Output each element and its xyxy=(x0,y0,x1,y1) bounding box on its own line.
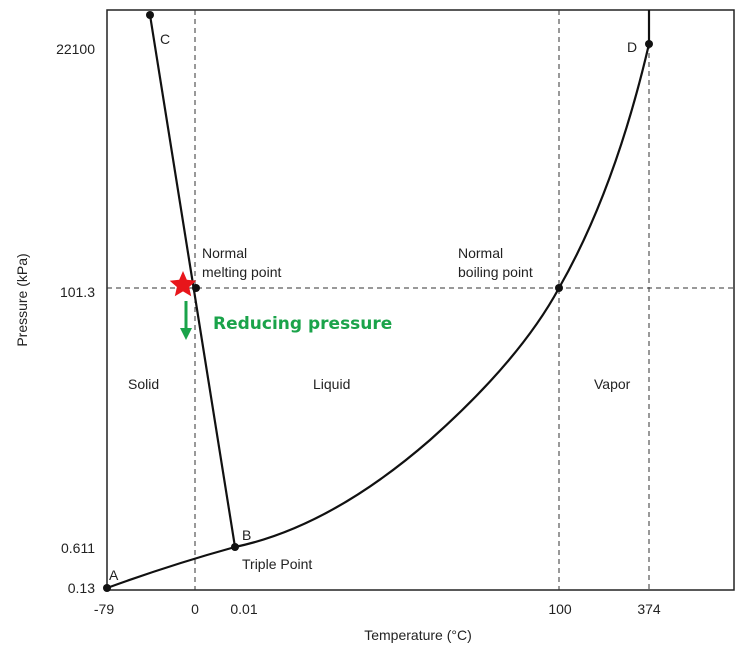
normal-boiling-label-2: boiling point xyxy=(458,264,533,280)
region-liquid-label: Liquid xyxy=(313,376,350,392)
reducing-pressure-callout: Reducing pressure xyxy=(213,314,392,334)
normal-melting-label-2: melting point xyxy=(202,264,281,280)
down-arrow-head-icon xyxy=(180,328,192,340)
y-axis-title: Pressure (kPa) xyxy=(14,253,30,346)
point-d xyxy=(645,40,653,48)
y-tick-label: 0.611 xyxy=(61,540,95,556)
x-tick-label: 100 xyxy=(548,601,572,617)
x-axis-title: Temperature (°C) xyxy=(364,627,472,643)
point-label-a: A xyxy=(109,567,119,583)
point-a xyxy=(103,584,111,592)
star-icon xyxy=(169,271,197,297)
sublimation-vaporization-curve xyxy=(106,43,651,590)
normal-boiling-label-1: Normal xyxy=(458,245,503,261)
y-tick-label: 101.3 xyxy=(60,284,95,300)
region-vapor-label: Vapor xyxy=(594,376,631,392)
normal-melting-label-1: Normal xyxy=(202,245,247,261)
point-label-c: C xyxy=(160,31,170,47)
plot-frame xyxy=(106,9,735,591)
x-tick-label: 0.01 xyxy=(230,601,257,617)
y-tick-label: 22100 xyxy=(56,41,95,57)
point-label-b: B xyxy=(242,527,251,543)
point-label-d: D xyxy=(627,39,637,55)
x-tick-label: 0 xyxy=(191,601,199,617)
y-tick-label: 0.13 xyxy=(68,580,95,596)
x-tick-label: -79 xyxy=(94,601,114,617)
region-solid-label: Solid xyxy=(128,376,159,392)
x-tick-label: 374 xyxy=(637,601,661,617)
normal-melting-dot xyxy=(192,284,200,292)
normal-boiling-dot xyxy=(555,284,563,292)
point-b xyxy=(231,543,239,551)
triple-point-label: Triple Point xyxy=(242,556,312,572)
point-c xyxy=(146,11,154,19)
